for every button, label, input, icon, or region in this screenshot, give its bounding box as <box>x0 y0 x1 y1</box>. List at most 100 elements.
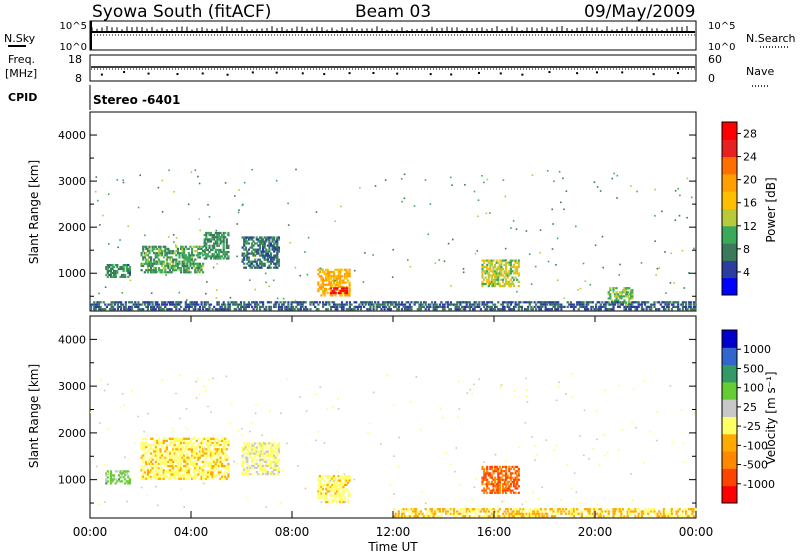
scatter-cell <box>277 446 280 449</box>
scatter-cell <box>159 252 162 255</box>
scatter-cell <box>492 483 495 486</box>
scatter-cell <box>382 305 385 308</box>
scatter-cell <box>343 473 346 475</box>
scatter-cell <box>506 491 508 494</box>
scatter-cell <box>348 475 351 478</box>
scatter-cell <box>217 255 220 258</box>
scatter-cell <box>172 446 175 449</box>
colorbar-tick-label: 4 <box>743 266 750 279</box>
scatter-cell <box>162 469 165 472</box>
scatter-cell <box>180 439 183 442</box>
scatter-cell <box>213 242 216 245</box>
scatter-cell <box>441 508 445 511</box>
scatter-cell <box>255 260 258 263</box>
scatter-cell <box>209 439 213 442</box>
scatter-cell <box>553 449 555 452</box>
scatter-cell <box>203 448 206 451</box>
scatter-cell <box>423 305 426 308</box>
scatter-cell <box>268 260 271 263</box>
scatter-cell <box>486 467 489 471</box>
scatter-cell <box>517 285 520 288</box>
scatter-cell <box>516 512 519 515</box>
scatter-cell <box>187 203 190 206</box>
scatter-cell <box>247 450 250 453</box>
scatter-cell <box>273 466 276 469</box>
scatter-cell <box>217 244 220 247</box>
colorbar-tick-label: 20 <box>743 174 757 187</box>
scatter-cell <box>137 308 140 311</box>
scatter-cell <box>185 299 188 301</box>
scatter-cell <box>107 303 110 306</box>
scatter-cell <box>119 472 122 475</box>
scatter-cell <box>658 301 661 304</box>
scatter-cell <box>606 301 609 304</box>
scatter-cell <box>165 264 168 267</box>
scatter-cell <box>503 483 506 486</box>
scatter-cell <box>566 305 569 308</box>
scatter-cell <box>560 510 563 513</box>
scatter-cell <box>503 272 506 275</box>
scatter-cell <box>146 262 149 265</box>
scatter-cell <box>208 234 211 237</box>
scatter-cell <box>342 308 345 311</box>
scatter-cell <box>243 446 246 449</box>
scatter-cell <box>509 467 512 471</box>
scatter-cell <box>591 305 594 308</box>
scatter-cell <box>246 458 249 461</box>
scatter-cell <box>258 442 262 445</box>
scatter-cell <box>497 280 500 283</box>
scatter-cell <box>653 510 656 513</box>
scatter-cell <box>161 254 164 257</box>
scatter-cell <box>194 269 197 272</box>
scatter-cell <box>494 465 497 468</box>
scatter-cell <box>628 512 631 515</box>
scatter-cell <box>325 273 328 276</box>
scatter-cell <box>509 285 512 288</box>
scatter-cell <box>269 256 273 259</box>
scatter-cell <box>344 289 347 292</box>
scatter-cell <box>159 450 162 453</box>
scatter-cell <box>495 489 498 492</box>
scatter-cell <box>265 248 268 251</box>
scatter-cell <box>348 275 351 278</box>
scatter-cell <box>157 267 161 270</box>
scatter-cell <box>407 508 410 511</box>
scatter-cell <box>276 250 279 253</box>
scatter-cell <box>187 441 190 445</box>
scatter-cell <box>342 488 345 491</box>
scatter-cell <box>317 483 320 486</box>
scatter-cell <box>454 308 457 311</box>
scatter-cell <box>336 494 339 497</box>
scatter-cell <box>388 305 391 308</box>
scatter-cell <box>187 458 190 461</box>
scatter-cell <box>391 301 394 304</box>
scatter-cell <box>197 262 200 265</box>
scatter-cell <box>265 468 268 472</box>
scatter-cell <box>206 240 209 243</box>
scatter-cell <box>222 240 225 243</box>
scatter-cell <box>481 489 484 492</box>
scatter-cell <box>198 477 202 480</box>
scatter-cell <box>194 448 197 451</box>
scatter-cell <box>521 503 524 506</box>
scatter-cell <box>268 462 271 465</box>
scatter-cell <box>106 269 109 273</box>
scatter-cell <box>243 236 246 239</box>
scatter-cell <box>93 308 96 311</box>
scatter-cell <box>131 305 134 308</box>
scatter-cell <box>339 273 342 276</box>
scatter-cell <box>173 305 176 308</box>
scatter-cell <box>203 452 206 455</box>
scatter-cell <box>125 472 128 475</box>
scatter-cell <box>243 240 246 243</box>
scatter-cell <box>219 477 222 480</box>
scatter-cell <box>159 269 162 272</box>
scatter-cell <box>511 489 514 492</box>
scatter-cell <box>492 278 495 281</box>
scatter-cell <box>277 444 280 447</box>
scatter-cell <box>457 308 460 311</box>
scatter-cell <box>176 477 179 480</box>
scatter-cell <box>634 305 637 308</box>
scatter-cell <box>343 281 346 284</box>
scatter-cell <box>497 274 500 277</box>
